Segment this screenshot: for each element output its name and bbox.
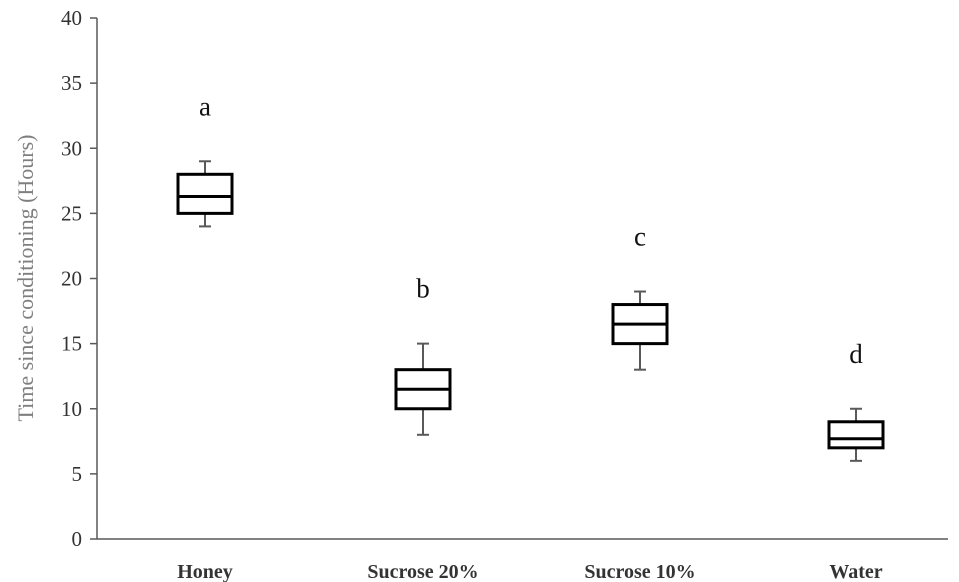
y-tick-label: 0 (72, 527, 83, 551)
y-axis-title: Time since conditioning (Hours) (13, 135, 38, 422)
box-iqr (827, 420, 885, 450)
box-honey: a (176, 91, 234, 228)
box-series: a b c d (176, 91, 885, 462)
box-sucrose-20-: b (394, 274, 452, 436)
y-tick-label: 5 (72, 462, 83, 486)
significance-letter: d (849, 339, 863, 369)
significance-letter: c (634, 222, 646, 252)
box-water: d (827, 339, 885, 462)
box-iqr (176, 172, 234, 215)
x-category-label: Water (829, 561, 882, 582)
significance-letter: b (416, 274, 430, 304)
x-category-label: Sucrose 20% (367, 561, 478, 582)
x-axis: Honey Sucrose 20% Sucrose 10% Water (97, 538, 948, 582)
y-tick-label: 30 (61, 136, 82, 160)
y-tick-label: 35 (61, 71, 82, 95)
y-tick-label: 25 (61, 201, 82, 225)
y-tick-label: 15 (61, 332, 82, 356)
y-tick-label: 40 (61, 6, 82, 30)
y-tick-label: 20 (61, 267, 82, 291)
x-category-label: Sucrose 10% (584, 561, 695, 582)
y-axis: 0 5 10 15 20 25 30 35 40 (61, 6, 98, 551)
x-category-label: Honey (177, 561, 233, 582)
y-tick-label: 10 (61, 397, 82, 421)
significance-letter: a (199, 91, 211, 121)
box-sucrose-10-: c (611, 222, 669, 371)
